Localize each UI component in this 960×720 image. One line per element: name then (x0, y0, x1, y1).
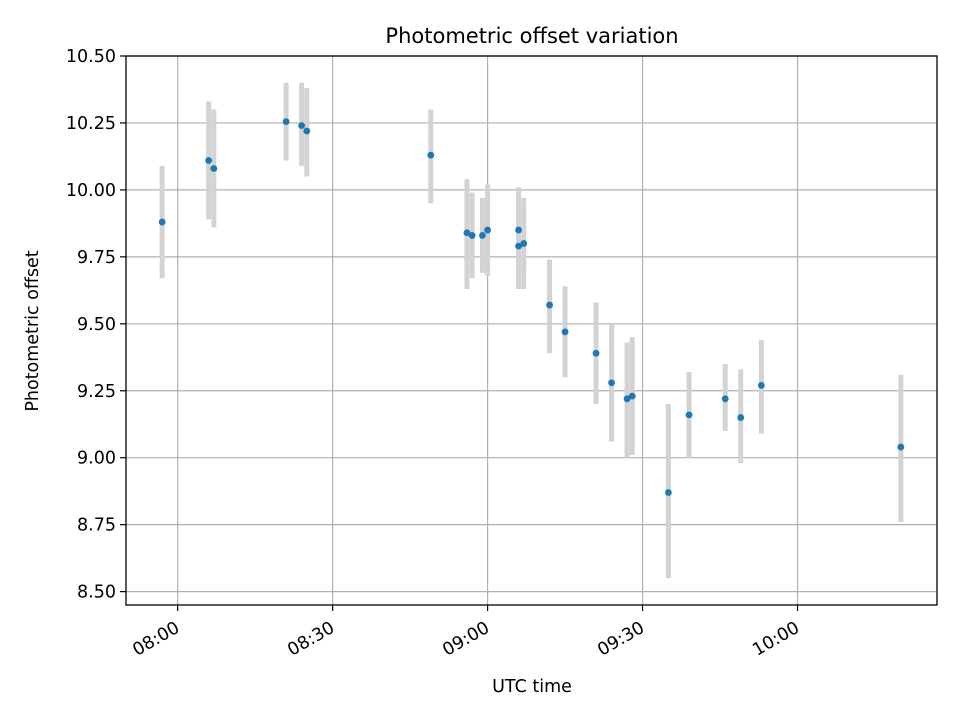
y-tick-label: 9.75 (77, 248, 116, 268)
data-point (546, 301, 553, 309)
data-point (664, 489, 672, 496)
data-point (479, 232, 486, 239)
data-point (628, 392, 636, 400)
data-point (463, 229, 471, 237)
plot-frame (125, 55, 938, 606)
chart-title: Photometric offset variation (385, 24, 678, 48)
data-point (303, 127, 311, 135)
y-axis-label: Photometric offset (23, 250, 43, 411)
data-point (757, 382, 765, 389)
data-point (623, 395, 631, 403)
y-tick-label: 10.00 (66, 181, 116, 201)
y-tick-label: 9.25 (77, 382, 116, 402)
y-tick-label: 9.00 (77, 449, 116, 469)
data-points (158, 118, 905, 496)
data-point (210, 165, 218, 172)
data-point (520, 240, 528, 247)
data-point (721, 395, 729, 403)
data-point (561, 328, 569, 336)
data-point (608, 379, 615, 387)
x-axis-label: UTC time (492, 677, 572, 697)
data-point (282, 118, 290, 126)
data-point (468, 232, 476, 239)
data-point (298, 122, 306, 130)
data-point (897, 443, 905, 451)
data-point (515, 226, 522, 234)
data-point (205, 157, 213, 164)
data-point (427, 151, 435, 159)
y-tick-label: 10.50 (66, 47, 116, 67)
data-point (685, 411, 693, 419)
y-tick-label: 9.50 (77, 315, 116, 335)
y-tick-label: 8.50 (77, 583, 116, 603)
data-point (484, 226, 491, 234)
data-point (515, 242, 522, 250)
y-tick-label: 8.75 (77, 516, 116, 536)
y-tick-label: 10.25 (66, 114, 116, 134)
data-point (158, 218, 166, 226)
data-point (737, 414, 745, 421)
data-point (592, 349, 600, 357)
